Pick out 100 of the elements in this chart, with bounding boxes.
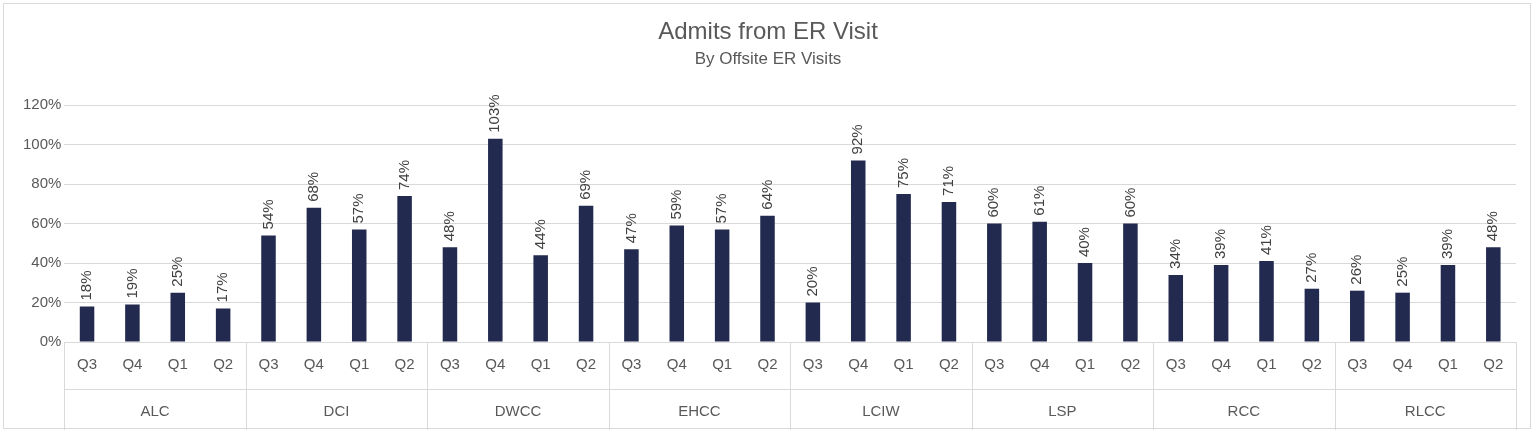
text: ALC <box>140 402 170 420</box>
x-tick-label: Q2 <box>938 355 959 373</box>
data-label: 74% <box>394 159 412 190</box>
bar <box>760 215 775 342</box>
x-tick-label: Q3 <box>621 355 642 373</box>
x-tick-label: Q4 <box>1211 355 1232 373</box>
bar <box>714 229 730 342</box>
bar <box>1168 274 1184 342</box>
x-tick-label: Q3 <box>802 355 823 373</box>
data-label: 48% <box>440 211 458 242</box>
text: DCI <box>323 402 350 420</box>
bar <box>1032 221 1047 342</box>
bar <box>442 247 458 342</box>
text: LSP <box>1048 402 1077 420</box>
data-label: 40% <box>1075 227 1093 258</box>
data-label: 64% <box>757 179 775 210</box>
x-tick-label: Q1 <box>1437 355 1458 373</box>
bar <box>125 304 140 342</box>
text: EHCC <box>678 402 721 420</box>
data-label: 68% <box>304 171 321 202</box>
x-tick-label: Q4 <box>1029 355 1050 373</box>
y-tick-label: 100% <box>22 134 62 152</box>
y-tick-label: 40% <box>31 253 62 271</box>
data-label: 75% <box>893 157 911 188</box>
bar <box>1349 290 1365 342</box>
chart-subtitle: By Offsite ER Visits <box>694 48 842 68</box>
bar <box>669 225 685 342</box>
bar <box>1304 288 1320 342</box>
bar <box>488 138 503 342</box>
bar <box>850 160 866 342</box>
x-tick-label: Q1 <box>893 355 914 373</box>
data-label: 71% <box>939 165 957 196</box>
bar <box>987 223 1002 342</box>
x-tick-label: Q3 <box>77 355 98 373</box>
data-label: 17% <box>213 272 231 303</box>
bar <box>1440 265 1456 342</box>
x-tick-label: Q4 <box>122 355 143 373</box>
x-tick-label: Q3 <box>1165 355 1186 373</box>
data-label: 18% <box>77 270 95 301</box>
bar <box>1259 261 1274 342</box>
data-label: 57% <box>712 193 730 224</box>
data-label: 92% <box>848 124 866 155</box>
x-tick-label: Q4 <box>303 355 324 373</box>
bar <box>1213 265 1229 342</box>
bar <box>578 205 594 342</box>
bar <box>1486 247 1501 342</box>
x-tick-label: Q2 <box>213 355 234 373</box>
data-label: 59% <box>666 189 684 220</box>
data-label: 27% <box>1302 252 1319 283</box>
data-label: 44% <box>530 219 548 250</box>
data-label: 41% <box>1256 225 1274 256</box>
x-tick-label: Q4 <box>848 355 869 373</box>
text: RLCC <box>1404 402 1446 420</box>
bar <box>261 235 276 342</box>
data-label: 39% <box>1438 229 1456 260</box>
data-label: 57% <box>349 193 367 224</box>
data-label: 26% <box>1347 254 1365 285</box>
x-tick-label: Q4 <box>666 355 687 373</box>
x-tick-label: Q4 <box>485 355 506 373</box>
data-label: 20% <box>803 266 820 297</box>
x-tick-label: Q2 <box>576 355 597 373</box>
bar <box>79 306 95 342</box>
x-tick-label: Q1 <box>530 355 551 373</box>
x-tick-label: Q2 <box>1301 355 1322 373</box>
data-label: 25% <box>1392 256 1410 287</box>
data-label: 19% <box>122 268 140 299</box>
x-tick-label: Q2 <box>757 355 778 373</box>
y-tick-label: 0% <box>39 332 62 350</box>
bar <box>1077 263 1093 342</box>
bar <box>624 249 639 342</box>
x-tick-label: Q3 <box>1347 355 1368 373</box>
bar <box>941 201 957 342</box>
bar <box>351 229 367 342</box>
x-tick-label: Q2 <box>394 355 415 373</box>
data-label: 34% <box>1165 238 1183 269</box>
text: LCIW <box>862 402 901 420</box>
y-tick-label: 60% <box>31 213 62 231</box>
x-tick-label: Q2 <box>1120 355 1141 373</box>
data-label: 54% <box>258 199 276 230</box>
data-label: 60% <box>984 187 1002 218</box>
bar <box>533 255 548 342</box>
data-label: 61% <box>1029 185 1047 216</box>
bar <box>1123 223 1138 342</box>
x-tick-label: Q1 <box>1256 355 1277 373</box>
bar <box>397 195 412 342</box>
x-tick-label: Q2 <box>1483 355 1504 373</box>
chart-title: Admits from ER Visit <box>658 17 879 45</box>
x-tick-label: Q1 <box>349 355 370 373</box>
y-tick-label: 80% <box>31 174 62 192</box>
x-tick-label: Q3 <box>258 355 279 373</box>
data-label: 60% <box>1120 187 1138 218</box>
bar <box>896 194 911 342</box>
data-label: 69% <box>576 169 594 200</box>
bar <box>170 292 186 342</box>
data-label: 103% <box>485 94 503 133</box>
data-label: 39% <box>1211 229 1229 260</box>
text: DWCC <box>494 402 542 420</box>
x-tick-label: Q1 <box>712 355 733 373</box>
x-tick-label: Q3 <box>984 355 1005 373</box>
bar <box>805 302 821 342</box>
